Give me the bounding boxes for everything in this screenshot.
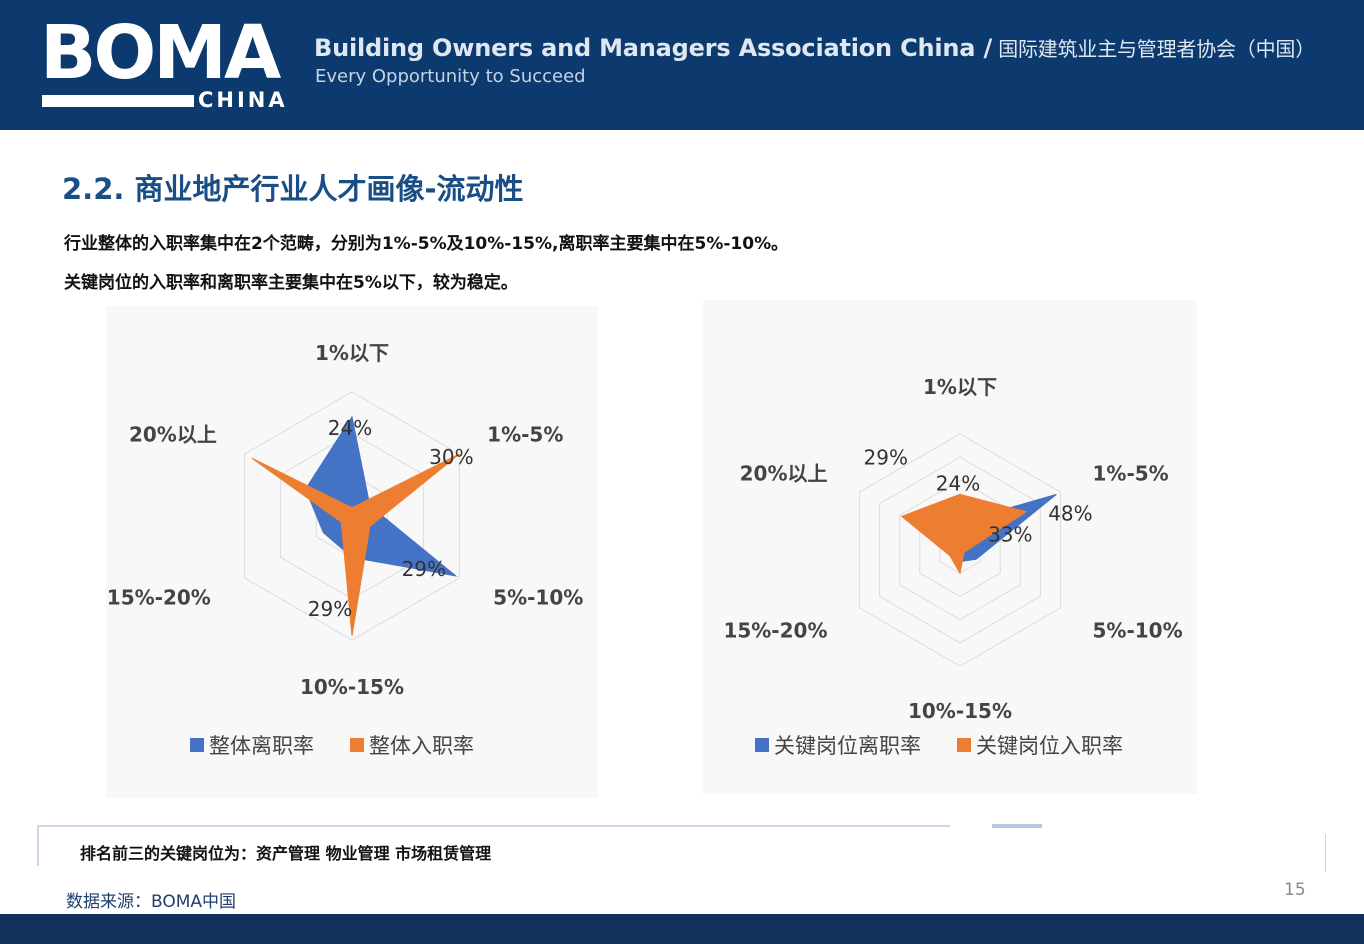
boma-logo: BOMA: [40, 10, 281, 96]
logo-underline: [42, 95, 194, 107]
radar-grid-ring: [859, 433, 1061, 667]
note-frame: [37, 824, 1326, 872]
radar-data-label: 29%: [864, 445, 908, 469]
radar-chart-key-positions: 1%以下 1%-5% 5%-10% 10%-15% 15%-20% 20%以上 24% 48%…: [703, 300, 1197, 794]
radar-category-label: 1%-5%: [487, 423, 563, 447]
header-banner: BOMA CHINA Building Owners and Managers …: [0, 0, 1364, 130]
legend-swatch-blue: [755, 738, 769, 752]
org-name: Building Owners and Managers Association…: [314, 33, 1315, 62]
key-positions-note: 排名前三的关键岗位为：资产管理 物业管理 市场租赁管理: [80, 844, 492, 863]
radar-data-label: 29%: [402, 557, 446, 581]
legend-overall: 整体离职率 整体入职率: [190, 730, 474, 760]
legend-swatch-orange: [350, 738, 364, 752]
legend-label: 整体离职率: [209, 734, 314, 758]
radar-category-label: 10%-15%: [300, 675, 404, 699]
radar-data-label: 33%: [988, 523, 1032, 547]
radar-category-label: 1%-5%: [1093, 462, 1169, 486]
page-title: 2.2. 商业地产行业人才画像-流动性: [62, 172, 524, 206]
footer-bar: [0, 914, 1364, 944]
legend-key-positions: 关键岗位离职率 关键岗位入职率: [755, 730, 1123, 760]
radar-category-label: 1%以下: [315, 341, 389, 365]
radar-data-label: 48%: [1048, 501, 1092, 525]
data-source: 数据来源：BOMA中国: [66, 892, 237, 912]
summary-line-2: 关键岗位的入职率和离职率主要集中在5%以下，较为稳定。: [64, 273, 518, 293]
radar-series-hiring: [251, 453, 460, 636]
legend-item-overall-hiring: 整体入职率: [350, 730, 474, 760]
legend-item-key-hiring: 关键岗位入职率: [957, 730, 1123, 760]
radar-chart-key-positions-svg: 1%以下 1%-5% 5%-10% 10%-15% 15%-20% 20%以上 24% 48%…: [723, 375, 1183, 723]
radar-category-label: 1%以下: [923, 375, 997, 399]
legend-item-key-turnover: 关键岗位离职率: [755, 730, 921, 760]
org-name-cn: 国际建筑业主与管理者协会（中国）: [992, 37, 1315, 61]
legend-label: 关键岗位离职率: [774, 734, 921, 758]
radar-category-label: 5%-10%: [1093, 619, 1183, 643]
radar-category-label: 15%-20%: [723, 619, 827, 643]
legend-swatch-blue: [190, 738, 204, 752]
radar-data-label: 29%: [308, 597, 352, 621]
radar-data-label: 24%: [328, 416, 372, 440]
page-number: 15: [1284, 880, 1306, 900]
radar-category-label: 20%以上: [740, 462, 828, 486]
legend-item-overall-turnover: 整体离职率: [190, 730, 314, 760]
radar-category-label: 10%-15%: [908, 699, 1012, 723]
radar-data-label: 24%: [936, 471, 980, 495]
radar-category-label: 5%-10%: [493, 586, 583, 610]
radar-data-label: 30%: [429, 445, 473, 469]
radar-category-label: 15%-20%: [107, 586, 211, 610]
radar-chart-overall-svg: 1%以下 1%-5% 5%-10% 10%-15% 15%-20% 20%以上 24% 30%…: [107, 341, 584, 699]
logo-china-text: CHINA: [198, 88, 288, 112]
summary-line-1: 行业整体的入职率集中在2个范畴，分别为1%-5%及10%-15%,离职率主要集中…: [64, 234, 789, 254]
legend-label: 关键岗位入职率: [976, 734, 1123, 758]
radar-category-label: 20%以上: [129, 423, 217, 447]
legend-label: 整体入职率: [369, 734, 474, 758]
legend-swatch-orange: [957, 738, 971, 752]
radar-chart-overall: 1%以下 1%-5% 5%-10% 10%-15% 15%-20% 20%以上 24% 30%…: [106, 306, 598, 798]
tagline: Every Opportunity to Succeed: [315, 66, 586, 87]
radar-series-hiring: [900, 493, 1028, 575]
org-name-en: Building Owners and Managers Association…: [314, 34, 993, 62]
